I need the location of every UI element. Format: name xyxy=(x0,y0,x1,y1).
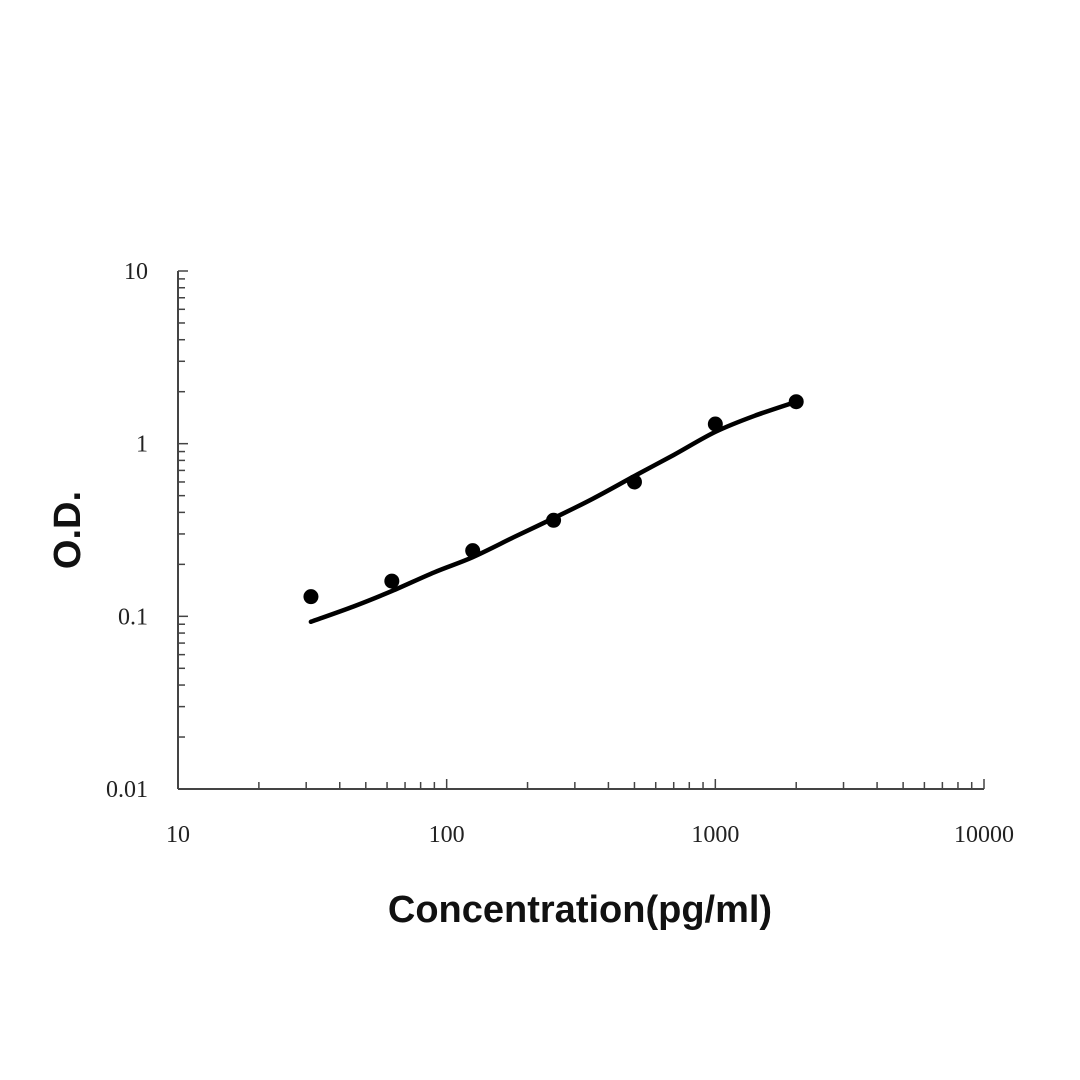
y-tick-label: 0.1 xyxy=(118,604,148,630)
data-points-layer xyxy=(303,394,804,605)
fitted-curve-layer xyxy=(308,399,799,625)
data-point xyxy=(626,474,642,490)
x-tick-label: 10000 xyxy=(954,822,1014,848)
y-tick-label: 10 xyxy=(124,259,148,285)
x-tick-label: 1000 xyxy=(691,822,739,848)
x-tick-label: 10 xyxy=(166,822,190,848)
data-point xyxy=(384,573,400,589)
data-point xyxy=(546,512,562,528)
x-tick-label: 100 xyxy=(429,822,465,848)
data-point xyxy=(707,416,723,432)
x-axis-title: Concentration(pg/ml) xyxy=(388,889,772,931)
axes xyxy=(177,270,985,790)
data-point xyxy=(465,543,481,559)
tick-labels: 10 100 1000 10000 0.01 0.1 1 10 xyxy=(106,259,1014,848)
y-tick-label: 0.01 xyxy=(106,777,148,803)
data-point xyxy=(303,589,319,605)
data-point xyxy=(788,394,804,410)
y-axis-title: O.D. xyxy=(47,491,89,569)
y-tick-label: 1 xyxy=(136,432,148,458)
fitted-curve-line xyxy=(308,399,799,625)
